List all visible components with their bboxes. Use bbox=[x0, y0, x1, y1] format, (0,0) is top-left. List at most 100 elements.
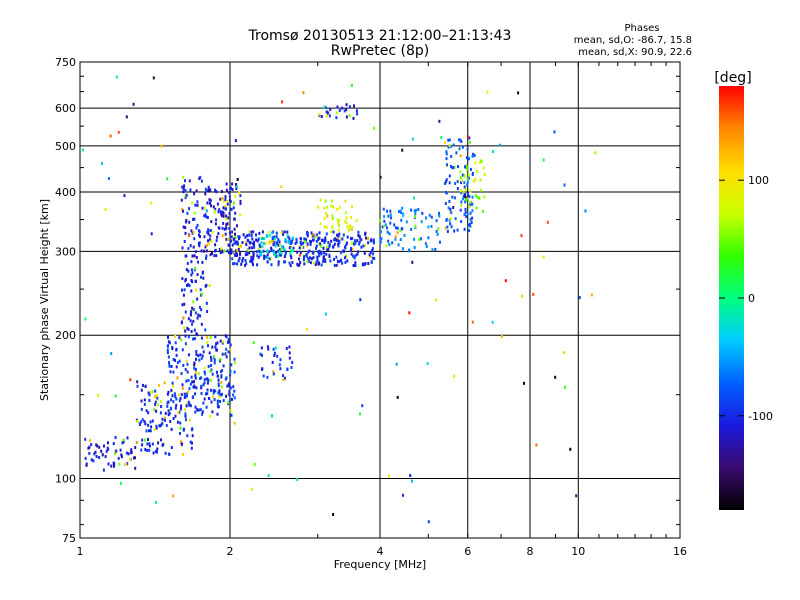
data-point bbox=[182, 187, 185, 190]
data-point bbox=[214, 389, 217, 393]
data-point bbox=[322, 259, 325, 263]
data-point bbox=[315, 233, 318, 237]
data-point bbox=[176, 361, 179, 365]
data-point bbox=[193, 217, 196, 221]
data-point bbox=[217, 384, 220, 388]
data-point bbox=[181, 303, 184, 307]
data-point bbox=[328, 255, 331, 259]
data-point bbox=[535, 443, 538, 447]
data-point bbox=[190, 313, 192, 317]
colorbar-ticks: 100 0 -100 bbox=[719, 174, 773, 423]
data-point bbox=[234, 194, 237, 198]
data-point bbox=[278, 250, 281, 254]
data-point bbox=[387, 214, 390, 218]
data-point bbox=[163, 416, 166, 420]
data-point bbox=[439, 240, 441, 244]
data-point bbox=[335, 255, 338, 259]
data-point bbox=[316, 255, 319, 259]
data-point bbox=[174, 358, 176, 362]
data-point bbox=[296, 250, 299, 254]
data-point bbox=[448, 144, 451, 148]
data-point bbox=[255, 238, 258, 242]
data-point bbox=[266, 249, 269, 253]
data-point bbox=[184, 334, 187, 338]
data-point bbox=[252, 341, 255, 345]
data-point bbox=[338, 232, 341, 236]
data-point bbox=[229, 370, 232, 374]
data-point bbox=[225, 188, 228, 192]
data-point bbox=[345, 243, 348, 247]
data-point bbox=[307, 257, 310, 261]
data-point bbox=[354, 264, 357, 268]
data-point bbox=[360, 245, 363, 249]
data-point bbox=[542, 255, 545, 259]
data-point bbox=[232, 201, 235, 205]
data-point bbox=[271, 240, 274, 243]
data-point bbox=[125, 451, 128, 455]
data-point bbox=[180, 404, 183, 408]
data-point bbox=[401, 148, 404, 152]
data-point bbox=[198, 305, 201, 309]
data-point bbox=[268, 241, 271, 245]
data-point bbox=[197, 313, 200, 317]
data-point bbox=[364, 232, 367, 236]
data-point bbox=[563, 351, 566, 355]
data-point bbox=[326, 245, 328, 249]
data-point bbox=[200, 336, 203, 340]
data-point bbox=[261, 245, 264, 249]
data-point bbox=[180, 393, 183, 397]
data-point bbox=[265, 255, 268, 259]
data-point bbox=[208, 351, 211, 355]
data-point bbox=[251, 487, 253, 491]
data-point bbox=[182, 293, 185, 297]
data-point bbox=[463, 185, 466, 189]
data-point bbox=[200, 179, 203, 183]
data-point bbox=[213, 254, 216, 258]
data-point bbox=[278, 243, 281, 247]
data-point bbox=[199, 408, 202, 412]
data-point bbox=[288, 240, 291, 243]
data-point bbox=[310, 257, 313, 261]
data-point bbox=[170, 388, 173, 392]
plot-points bbox=[81, 75, 597, 524]
data-point bbox=[325, 232, 328, 236]
data-point bbox=[209, 414, 212, 418]
data-point bbox=[280, 247, 283, 251]
data-point bbox=[193, 363, 196, 367]
data-point bbox=[154, 403, 157, 406]
data-point bbox=[129, 378, 132, 382]
data-point bbox=[166, 348, 169, 352]
data-point bbox=[224, 204, 227, 208]
data-point bbox=[205, 209, 208, 213]
data-point bbox=[203, 366, 206, 370]
data-point bbox=[434, 247, 437, 251]
data-point bbox=[281, 100, 284, 104]
data-point bbox=[379, 237, 382, 241]
data-point bbox=[256, 263, 259, 267]
data-point bbox=[236, 249, 239, 253]
data-point bbox=[200, 322, 203, 326]
data-point bbox=[120, 453, 123, 457]
data-point bbox=[219, 358, 222, 361]
data-point bbox=[460, 189, 462, 193]
data-point bbox=[462, 197, 465, 201]
data-point bbox=[151, 442, 154, 446]
data-point bbox=[98, 445, 101, 449]
phase-stats-x: mean, sd,X: 90.9, 22.6 bbox=[578, 47, 692, 58]
data-point bbox=[420, 220, 423, 224]
data-point bbox=[231, 257, 234, 261]
data-point bbox=[167, 355, 170, 359]
data-point bbox=[250, 230, 253, 234]
data-point bbox=[153, 408, 156, 412]
data-point bbox=[191, 380, 194, 384]
data-point bbox=[276, 354, 279, 358]
data-point bbox=[160, 423, 163, 427]
data-point bbox=[467, 135, 469, 139]
data-point bbox=[466, 212, 469, 216]
data-point bbox=[239, 194, 242, 198]
data-point bbox=[117, 130, 120, 134]
data-point bbox=[199, 377, 201, 380]
data-point bbox=[320, 115, 323, 118]
data-point bbox=[233, 262, 236, 265]
data-point bbox=[218, 393, 221, 397]
